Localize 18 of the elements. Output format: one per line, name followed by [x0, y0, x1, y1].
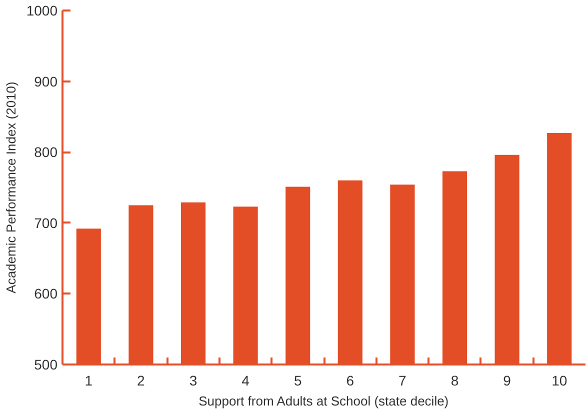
x-tick-label: 6 — [346, 372, 354, 388]
y-tick-label: 700 — [34, 214, 58, 231]
y-tick-label: 600 — [34, 286, 58, 302]
x-tick-label: 10 — [552, 372, 568, 388]
y-tick-label: 800 — [34, 144, 58, 160]
x-tick-label: 3 — [189, 372, 198, 388]
y-tick-label: 900 — [34, 73, 58, 90]
x-tick-label: 4 — [242, 372, 250, 388]
x-axis-title: Support from Adults at School (state decile) — [198, 394, 449, 408]
y-axis-title: Academic Performance Index (2010) — [3, 82, 18, 294]
x-tick-label: 5 — [294, 372, 302, 388]
x-tick-label: 7 — [398, 372, 407, 388]
x-tick-label: 9 — [503, 372, 512, 388]
x-tick-label: 2 — [137, 372, 146, 388]
x-tick-label: 1 — [84, 372, 93, 388]
y-tick-label: 1000 — [26, 2, 58, 18]
x-tick-label: 8 — [450, 372, 459, 388]
y-tick-label: 500 — [34, 356, 58, 372]
